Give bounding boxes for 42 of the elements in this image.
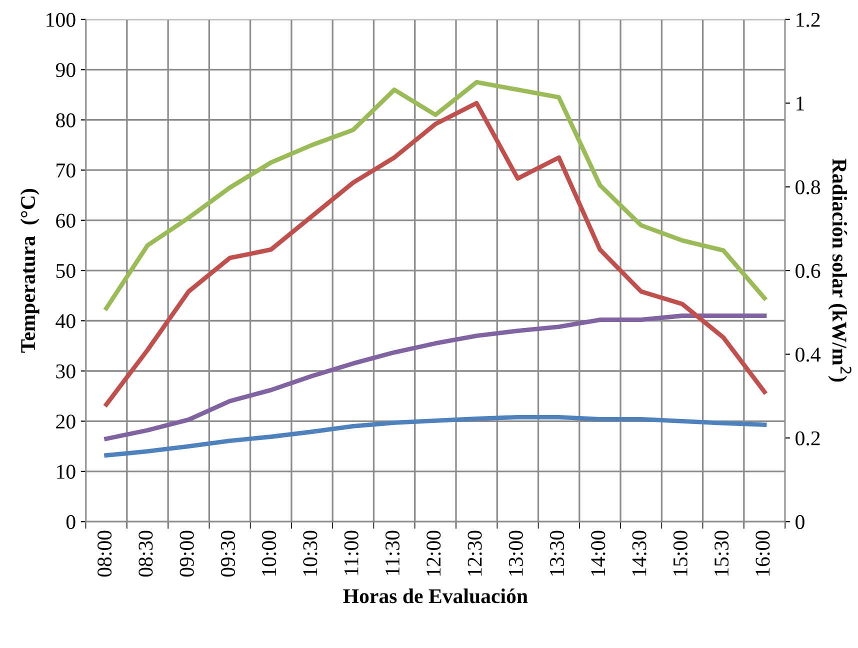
- y2-tick-label: 1.2: [796, 12, 820, 27]
- x-tick-label: 14:30: [632, 530, 646, 576]
- x-tick-label: 14:00: [591, 530, 606, 576]
- line-series: [104, 414, 767, 458]
- x-tick-label: 11:30: [385, 530, 400, 575]
- y-tick-label: 10: [57, 464, 76, 479]
- y-tick-label: 40: [56, 314, 76, 328]
- y2-tick-label: 0.4: [796, 348, 821, 362]
- x-tick-label: 08:00: [98, 530, 112, 577]
- y-tick-label: 70: [56, 163, 76, 178]
- y-tick-label: 60: [56, 214, 76, 228]
- line-series: [104, 80, 767, 310]
- x-tick-label: 11:00: [344, 530, 358, 575]
- y-tick-label: 20: [56, 414, 76, 429]
- x-tick-label: 15:30: [714, 530, 729, 576]
- y-axis-title: Temperatura (°C): [20, 188, 40, 353]
- y2-tick-label: 0: [796, 515, 804, 530]
- y-tick-label: 100: [46, 12, 76, 27]
- y-tick-label: 50: [56, 264, 76, 278]
- x-tick-label: 08:30: [138, 530, 153, 577]
- x-tick-label: 12:30: [468, 530, 482, 576]
- x-tick-label: 09:30: [220, 530, 236, 577]
- y-tick-label: 30: [56, 364, 76, 378]
- x-tick-label: 09:00: [180, 530, 194, 577]
- x-tick-label: 13:30: [550, 530, 564, 576]
- y2-tick-label: 0.2: [796, 431, 820, 446]
- y2-tick-label: 0.6: [796, 264, 820, 278]
- y2-tick-label: 1: [796, 96, 804, 110]
- x-axis-title: Horas de Evaluación: [343, 588, 528, 604]
- y-tick-label: 90: [56, 63, 76, 78]
- x-tick-label: 12:00: [426, 530, 441, 576]
- y2-tick-label: 0.8: [796, 180, 820, 194]
- line-series: [104, 314, 767, 441]
- x-tick-label: 10:00: [262, 530, 276, 576]
- y-tick-label: 0: [66, 515, 76, 530]
- x-tick-label: 15:00: [673, 530, 688, 576]
- x-tick-label: 13:00: [508, 530, 524, 576]
- y2-axis-title: Radiación solar (kW/m$^{2}$): [828, 158, 852, 382]
- x-tick-label: 16:00: [756, 530, 770, 576]
- line-series: [104, 100, 767, 407]
- x-tick-label: 10:30: [303, 530, 318, 576]
- y-tick-label: 80: [56, 113, 76, 128]
